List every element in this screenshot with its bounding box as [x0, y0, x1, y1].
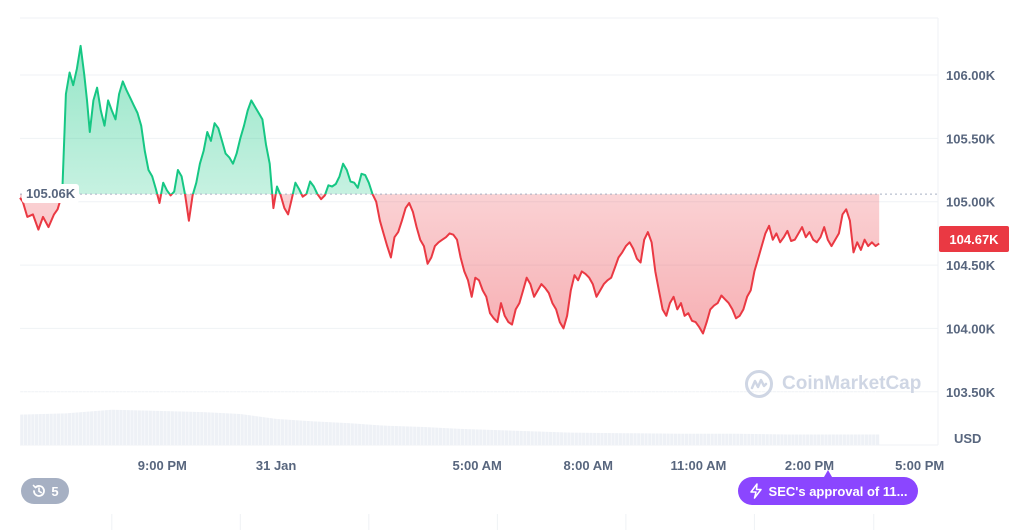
coinmarketcap-watermark: CoinMarketCap	[744, 369, 921, 399]
price-line	[19, 44, 938, 335]
area-above-baseline	[20, 45, 880, 195]
y-tick-label: 104.50K	[946, 258, 996, 273]
x-tick-label: 5:00 PM	[895, 458, 944, 473]
price-line-down	[19, 194, 880, 335]
volume-bars	[19, 379, 880, 445]
currency-label: USD	[954, 431, 982, 446]
y-tick-label: 105.00K	[946, 195, 996, 210]
event-pointer	[824, 470, 832, 477]
price-line-up	[61, 44, 374, 195]
price-area	[20, 45, 880, 334]
coinmarketcap-logo-icon	[745, 370, 773, 398]
y-tick-label: 105.50K	[946, 131, 996, 146]
x-tick-label: 9:00 PM	[138, 458, 187, 473]
y-tick-label: 106.00K	[946, 68, 996, 83]
y-tick-label: 104.00K	[946, 321, 996, 336]
history-button[interactable]: 5	[21, 478, 69, 504]
y-axis: 103.50K 104.00K 104.50K 105.00K 105.50K 106.0…	[946, 68, 996, 400]
x-tick-label: 2:00 PM	[785, 458, 834, 473]
x-axis: 9:00 PM 31 Jan 5:00 AM 8:00 AM 11:00 AM 2:00 …	[138, 458, 944, 473]
event-pill[interactable]: SEC's approval of 11...	[738, 477, 918, 505]
current-price-label: 104.67K	[939, 226, 1009, 252]
y-tick-label: 103.50K	[946, 385, 996, 400]
event-label: SEC's approval of 11...	[768, 483, 908, 499]
lightning-icon	[749, 483, 762, 499]
history-count: 5	[51, 483, 59, 499]
baseline-price-label: 105.06K	[22, 184, 80, 203]
x-tick-label: 8:00 AM	[564, 458, 613, 473]
watermark-text: CoinMarketCap	[782, 373, 922, 394]
history-clock-icon	[33, 484, 46, 497]
area-below-baseline	[20, 194, 880, 334]
volume-area	[20, 409, 880, 445]
x-tick-label: 5:00 AM	[452, 458, 501, 473]
x-tick-label: 31 Jan	[256, 458, 297, 473]
x-tick-label: 11:00 AM	[670, 458, 726, 473]
